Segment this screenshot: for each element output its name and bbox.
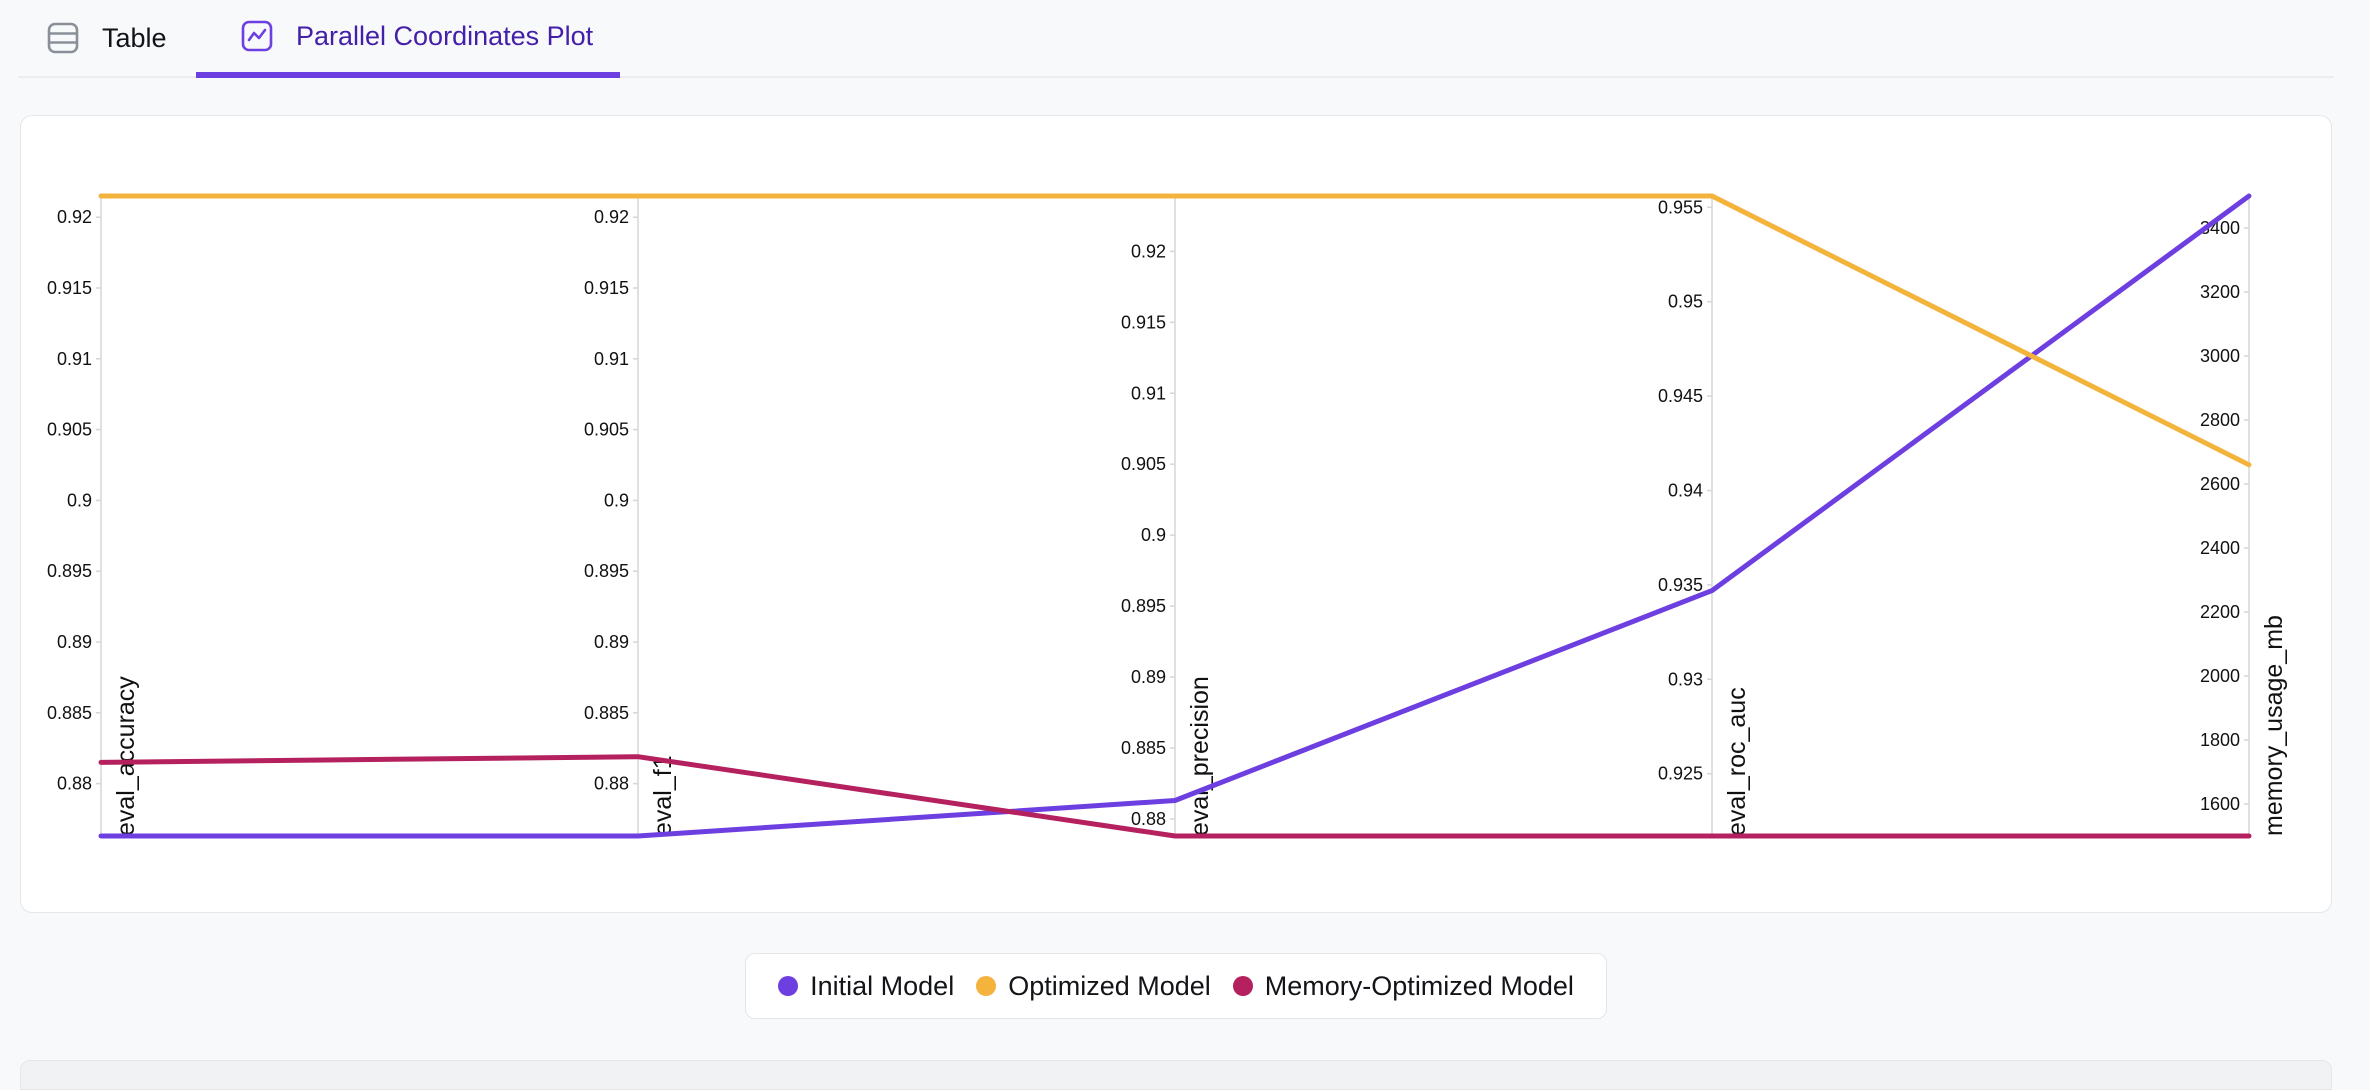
tick-label: 0.9 (67, 490, 92, 510)
tick-label: 0.92 (594, 207, 629, 227)
tick-label: 0.92 (1131, 241, 1166, 261)
legend-label: Initial Model (810, 970, 955, 1001)
axis-title: eval_roc_auc (1723, 687, 1751, 836)
tick-label: 1600 (2200, 794, 2240, 814)
tick-label: 0.91 (57, 349, 92, 369)
axis-eval-roc-auc: 0.925 0.93 0.935 0.94 0.945 0.95 0.955 eval_roc… (1658, 196, 1751, 836)
tick-label: 0.95 (1668, 292, 1703, 312)
series-line-optimized-model[interactable] (98, 193, 2252, 468)
legend-swatch (1232, 976, 1253, 996)
bottom-panel (20, 1060, 2332, 1090)
tick-label: 0.9 (1141, 525, 1166, 545)
tick-label: 0.925 (1658, 764, 1703, 784)
axis-eval-precision: 0.88 0.885 0.89 0.895 0.9 0.905 0.91 0.915 0.92 e… (1121, 196, 1214, 836)
chart-card: 0.88 0.885 0.89 0.895 0.9 0.905 0.91 0.915 0.92 e… (20, 115, 2332, 913)
tick-label: 0.905 (1121, 454, 1166, 474)
axis-title: eval_precision (1186, 676, 1214, 836)
tick-label: 0.885 (1121, 738, 1166, 758)
tab-table[interactable]: Table (46, 0, 206, 76)
table-icon (46, 21, 80, 55)
tick-label: 3000 (2200, 346, 2240, 366)
tick-label: 0.88 (57, 774, 92, 794)
parallel-coordinates-plot: 0.88 0.885 0.89 0.895 0.9 0.905 0.91 0.915 0.92 e… (47, 193, 2288, 839)
tick-label: 2200 (2200, 602, 2240, 622)
tick-label: 0.885 (584, 703, 629, 723)
tick-label: 0.955 (1658, 197, 1703, 217)
legend-item-initial-model[interactable]: Initial Model (778, 971, 954, 1002)
tick-label: 0.885 (47, 703, 92, 723)
tick-label: 0.905 (47, 420, 92, 440)
legend-label: Optimized Model (1008, 970, 1211, 1001)
axis-eval-accuracy: 0.88 0.885 0.89 0.895 0.9 0.905 0.91 0.915 0.92 e… (47, 196, 140, 836)
tick-label: 0.89 (57, 632, 92, 652)
tick-label: 0.93 (1668, 669, 1703, 689)
tick-label: 0.935 (1658, 575, 1703, 595)
legend-item-memory-optimized-model[interactable]: Memory-Optimized Model (1232, 970, 1574, 1002)
tick-label: 0.895 (47, 561, 92, 581)
tick-label: 0.89 (594, 632, 629, 652)
legend-item-optimized-model[interactable]: Optimized Model (976, 971, 1211, 1002)
chart-legend: Initial Model Optimized Model Memory-Opt… (745, 953, 1607, 1019)
tick-label: 1800 (2200, 730, 2240, 750)
tick-label: 0.89 (1131, 667, 1166, 687)
axis-eval-f1: 0.88 0.885 0.89 0.895 0.9 0.905 0.91 0.915 0.92 e… (584, 196, 677, 836)
axis-title: eval_f1 (649, 755, 677, 836)
tick-label: 2000 (2200, 666, 2240, 686)
axis-title: memory_usage_mb (2260, 615, 2288, 836)
series-line-initial-model[interactable] (98, 193, 2252, 839)
tick-label: 0.895 (584, 561, 629, 581)
tab-parallel-coordinates-plot[interactable]: Parallel Coordinates Plot (196, 0, 620, 78)
tick-label: 0.88 (1131, 809, 1166, 829)
tick-label: 0.915 (1121, 312, 1166, 332)
line-chart-icon (240, 19, 274, 53)
tab-parallel-coordinates-label: Parallel Coordinates Plot (296, 20, 594, 51)
tick-label: 2400 (2200, 538, 2240, 558)
tick-label: 0.91 (594, 349, 629, 369)
view-tabs: Table Parallel Coordinates Plot (18, 0, 2334, 78)
tick-label: 0.895 (1121, 596, 1166, 616)
legend-swatch (976, 976, 997, 996)
tick-label: 2800 (2200, 410, 2240, 430)
tick-label: 3200 (2200, 282, 2240, 302)
legend-label: Memory-Optimized Model (1264, 970, 1574, 1001)
series-line-memory-optimized-model[interactable] (98, 754, 2252, 839)
tick-label: 0.91 (1131, 383, 1166, 403)
tick-label: 0.88 (594, 774, 629, 794)
tick-label: 0.915 (584, 278, 629, 298)
tick-label: 0.94 (1668, 481, 1703, 501)
tick-label: 2600 (2200, 474, 2240, 494)
axis-memory-usage-mb: 1600180020002200240026002800300032003400… (2200, 196, 2288, 836)
tick-label: 0.945 (1658, 386, 1703, 406)
legend-swatch (778, 976, 799, 996)
tick-label: 0.915 (47, 278, 92, 298)
tick-label: 0.92 (57, 207, 92, 227)
tab-table-label: Table (102, 22, 167, 53)
axis-title: eval_accuracy (112, 676, 140, 836)
tick-label: 0.905 (584, 420, 629, 440)
tick-label: 0.9 (604, 490, 629, 510)
